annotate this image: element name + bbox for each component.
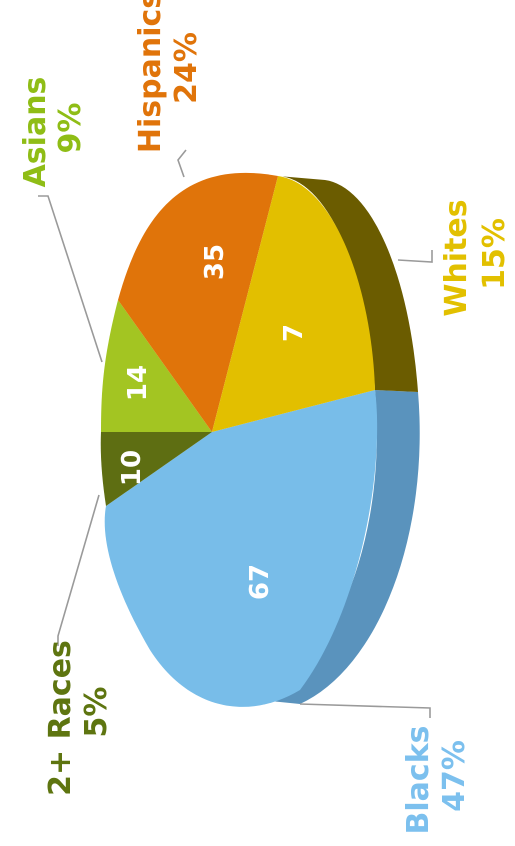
category-percent-whites: 15% [477, 218, 512, 290]
side-wall-blacks [260, 390, 420, 704]
category-percent-hispanics: 24% [169, 32, 204, 104]
leader-line-asians [38, 195, 103, 363]
leader-line-whites [397, 250, 433, 263]
pie-slice-whites [212, 176, 375, 432]
pie-slice-hispanics [118, 172, 278, 432]
leader-line-blacks [299, 703, 431, 718]
value-label-2plus-races: 10 [117, 450, 147, 486]
category-percent-asians-text: 9% [53, 103, 88, 154]
pie-slice-blacks [104, 390, 378, 707]
category-name-2plus-races: 2+ Races [43, 640, 78, 796]
category-name-asians: Asians [18, 77, 53, 188]
value-label-whites: 7 [279, 324, 309, 342]
value-label-blacks: 67 [245, 564, 275, 600]
side-wall-whites [278, 176, 418, 392]
category-label-hispanics: Hispanics [133, 0, 168, 153]
category-label-whites: Whites [439, 199, 474, 316]
category-labels: Asians 9% Hispanics 24% Whites 15% 2+ Ra… [18, 0, 512, 834]
category-percent-2plus-races: 5% [79, 687, 114, 738]
category-percent-whites-text: 15% [477, 218, 512, 290]
leader-line-hispanics [177, 149, 187, 178]
category-percent-hispanics-text: 24% [169, 32, 204, 104]
category-name-blacks: Blacks [401, 726, 436, 835]
category-name-whites: Whites [439, 199, 474, 316]
value-label-hispanics: 35 [200, 244, 230, 280]
category-percent-blacks: 47% [437, 740, 472, 812]
category-percent-asians: 9% [53, 103, 88, 154]
category-label-blacks: Blacks [401, 726, 436, 835]
pie-slice-asians [101, 300, 212, 432]
pie-slice-2plus-races [100, 432, 212, 506]
slice-value-labels: 67 10 14 35 7 [117, 244, 309, 600]
value-label-asians: 14 [123, 365, 153, 401]
category-percent-blacks-text: 47% [437, 740, 472, 812]
category-label-asians: Asians [18, 77, 53, 188]
category-percent-2plus-races-text: 5% [79, 687, 114, 738]
leader-line-2plus-races [57, 494, 100, 646]
leader-lines [38, 149, 433, 718]
category-label-2plus-races: 2+ Races [43, 640, 78, 796]
pie-side-walls [260, 176, 420, 704]
pie-slices [100, 172, 378, 707]
category-name-hispanics: Hispanics [133, 0, 168, 153]
